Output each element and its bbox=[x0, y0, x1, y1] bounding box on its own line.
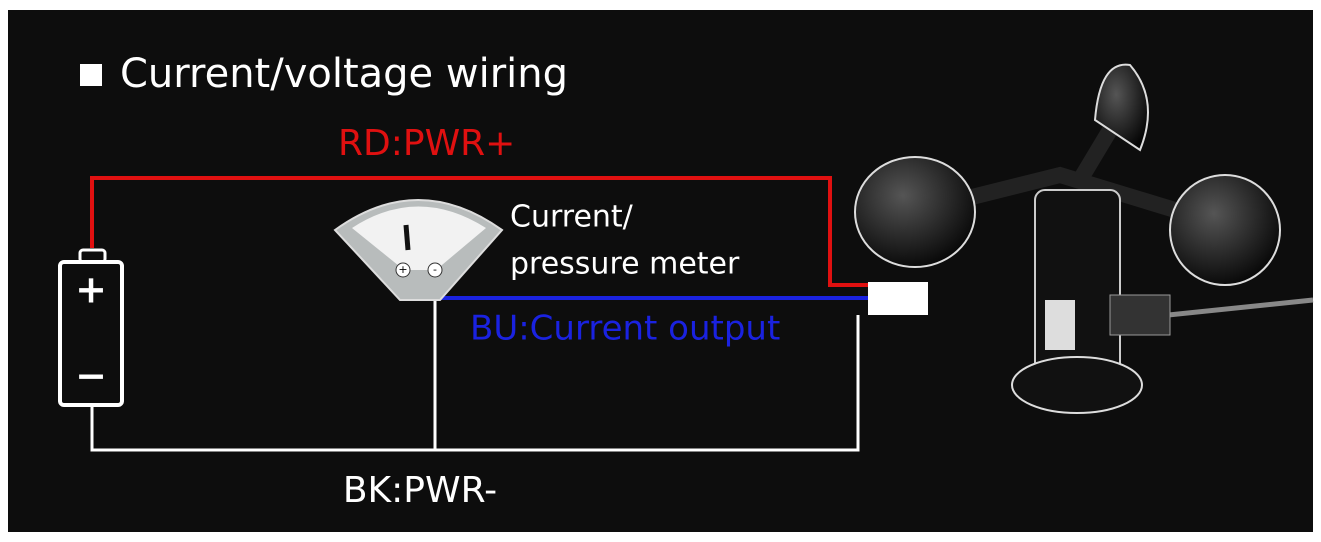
connector bbox=[868, 282, 928, 315]
meter-needle bbox=[403, 224, 411, 251]
bullet bbox=[80, 64, 102, 86]
red-wire-label: RD:PWR+ bbox=[338, 123, 515, 164]
meter-label: Current/ bbox=[510, 200, 634, 235]
meter-minus: - bbox=[433, 263, 437, 276]
battery bbox=[58, 260, 124, 407]
anemometer bbox=[854, 63, 1314, 414]
meter-label: pressure meter bbox=[510, 247, 740, 282]
battery-minus: − bbox=[75, 354, 107, 398]
black-wire bbox=[90, 315, 860, 452]
battery-plus: + bbox=[75, 268, 107, 312]
red-wire bbox=[90, 176, 868, 287]
meter-terminal bbox=[427, 262, 443, 278]
meter-plus: + bbox=[398, 263, 407, 276]
meter-face bbox=[352, 206, 486, 270]
title: Current/voltage wiring bbox=[120, 51, 568, 97]
blue-wire-label: BU:Current output bbox=[470, 309, 780, 349]
black-wire-label: BK:PWR- bbox=[343, 470, 497, 511]
meter-terminal bbox=[395, 262, 411, 278]
